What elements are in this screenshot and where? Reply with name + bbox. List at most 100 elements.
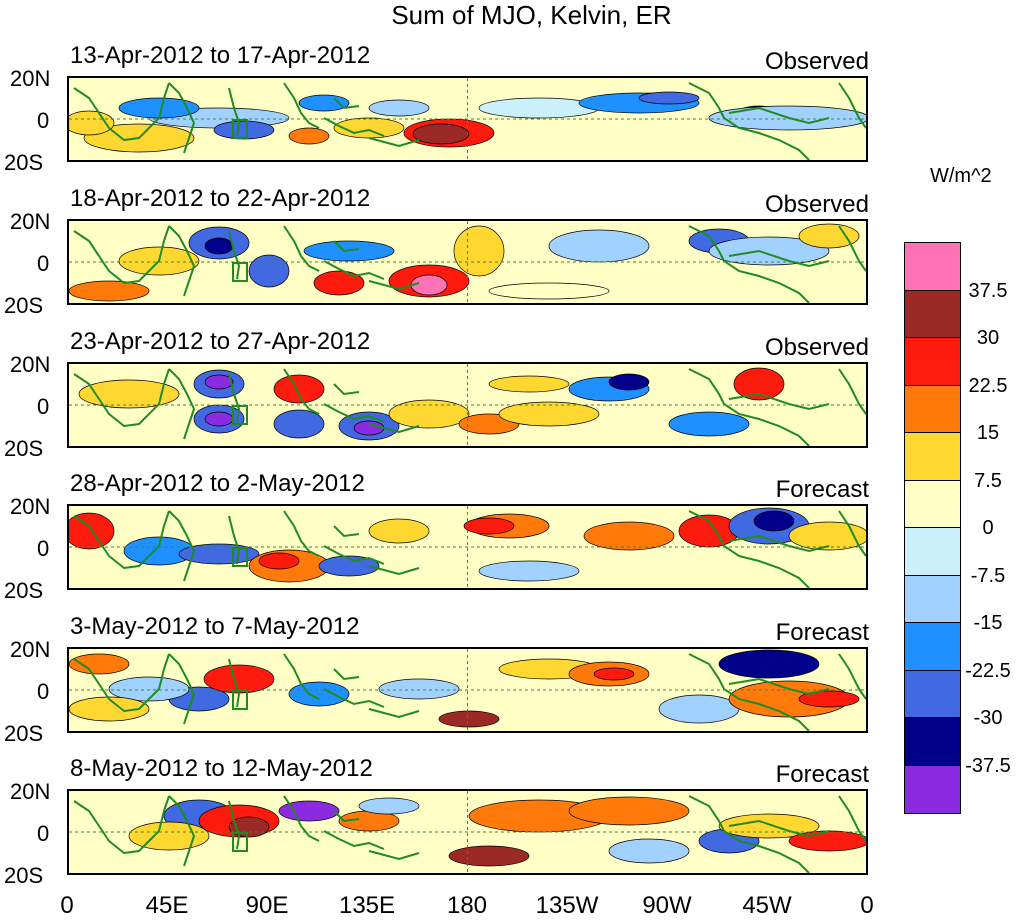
lon-label-90w: 90W bbox=[642, 892, 692, 919]
lat-label-eq: 0 bbox=[37, 536, 50, 561]
colorbar-tick-label: -22.5 bbox=[965, 659, 1011, 682]
lon-label-180: 180 bbox=[446, 892, 488, 919]
field-contour bbox=[288, 681, 350, 707]
colorbar-tick-label: -7.5 bbox=[970, 564, 1006, 587]
coastline bbox=[228, 373, 241, 423]
lat-label-20n: 20N bbox=[10, 494, 51, 519]
coastline bbox=[323, 403, 385, 423]
coastline bbox=[688, 795, 810, 873]
coastline bbox=[323, 688, 385, 708]
coastline bbox=[838, 225, 866, 272]
coastline bbox=[323, 545, 385, 565]
coastline bbox=[368, 137, 420, 148]
colorbar-units: W/m^2 bbox=[930, 165, 992, 187]
lat-label-eq: 0 bbox=[37, 108, 50, 133]
colorbar-swatch bbox=[905, 385, 960, 433]
field-contour bbox=[204, 411, 234, 427]
lat-label-20s: 20S bbox=[4, 578, 44, 603]
field-contour bbox=[388, 399, 470, 429]
coastline bbox=[168, 795, 196, 867]
coastline bbox=[333, 668, 360, 681]
lat-label-20n: 20N bbox=[10, 66, 51, 91]
panel-6-date: 8-May-2012 to 12-May-2012 bbox=[70, 755, 373, 782]
region-box bbox=[232, 405, 248, 425]
coastline bbox=[838, 368, 866, 415]
colorbar-tick-label: 15 bbox=[976, 422, 1000, 444]
field-contour bbox=[548, 229, 650, 263]
field-contour bbox=[463, 517, 515, 535]
colorbar-swatch bbox=[905, 433, 960, 481]
coastline bbox=[73, 795, 170, 855]
field-contour bbox=[798, 690, 860, 708]
coastline bbox=[283, 510, 320, 557]
field-contour bbox=[608, 373, 650, 391]
panel-4-date: 28-Apr-2012 to 2-May-2012 bbox=[70, 470, 365, 497]
colorbar-tick-label: 37.5 bbox=[968, 279, 1008, 302]
panel-1-kind: Observed bbox=[764, 48, 869, 75]
field-contour bbox=[204, 237, 234, 255]
colorbar-swatch bbox=[905, 765, 960, 813]
field-contour bbox=[108, 676, 190, 702]
field-contour bbox=[288, 127, 330, 145]
lat-label-20s: 20S bbox=[4, 863, 44, 888]
coastline bbox=[73, 82, 170, 142]
lon-label-45e: 45E bbox=[145, 892, 189, 919]
coastline bbox=[168, 368, 196, 440]
coastline bbox=[73, 368, 170, 428]
panel-1-date: 13-Apr-2012 to 17-Apr-2012 bbox=[70, 42, 371, 69]
field-contour bbox=[368, 518, 430, 544]
field-contour bbox=[204, 374, 234, 390]
coastline bbox=[228, 87, 241, 137]
coastline bbox=[283, 653, 320, 700]
map-panel-5-svg bbox=[69, 649, 866, 731]
coastline bbox=[838, 510, 866, 557]
coastline bbox=[333, 383, 360, 396]
coastline bbox=[228, 658, 241, 708]
coastline bbox=[688, 82, 810, 160]
coastline bbox=[728, 819, 830, 838]
field-contour bbox=[798, 223, 860, 249]
field-contour bbox=[358, 797, 420, 815]
coastline bbox=[228, 515, 241, 565]
field-contour bbox=[273, 409, 325, 439]
field-contour bbox=[448, 845, 530, 867]
field-contour bbox=[788, 521, 866, 551]
region-box bbox=[232, 119, 248, 139]
panel-2-kind: Observed bbox=[764, 191, 869, 218]
field-contour bbox=[708, 236, 830, 266]
field-contour bbox=[69, 110, 115, 136]
colorbar-swatch bbox=[905, 528, 960, 576]
field-contour bbox=[412, 123, 470, 145]
coastline bbox=[283, 795, 320, 842]
lat-label-20s: 20S bbox=[4, 150, 44, 175]
field-contour bbox=[668, 411, 750, 437]
coastline bbox=[838, 82, 866, 129]
panel-6-kind: Forecast bbox=[775, 761, 869, 788]
field-contour bbox=[78, 379, 180, 409]
coastline bbox=[323, 117, 385, 137]
map-panel-6 bbox=[67, 789, 868, 875]
field-contour bbox=[353, 420, 385, 436]
field-contour bbox=[488, 375, 570, 393]
coastline bbox=[368, 708, 420, 719]
coastline bbox=[73, 510, 170, 570]
colorbar-tick-label: -37.5 bbox=[965, 754, 1011, 777]
field-contour bbox=[69, 696, 150, 722]
map-panel-2-svg bbox=[69, 221, 866, 303]
field-contour bbox=[248, 254, 290, 288]
field-contour bbox=[593, 667, 635, 681]
field-contour bbox=[313, 270, 365, 296]
field-contour bbox=[678, 514, 740, 548]
colorbar bbox=[904, 242, 961, 814]
field-contour bbox=[718, 649, 820, 679]
lon-label-0-end: 0 bbox=[860, 892, 874, 919]
lon-label-90e: 90E bbox=[245, 892, 289, 919]
coastline bbox=[73, 225, 170, 285]
figure-title: Sum of MJO, Kelvin, ER bbox=[391, 0, 672, 30]
field-contour bbox=[378, 678, 460, 700]
map-panel-4-svg bbox=[69, 506, 866, 588]
field-contour bbox=[733, 367, 785, 401]
lat-label-eq: 0 bbox=[37, 394, 50, 419]
coastline bbox=[728, 392, 830, 411]
coastline bbox=[323, 260, 385, 280]
